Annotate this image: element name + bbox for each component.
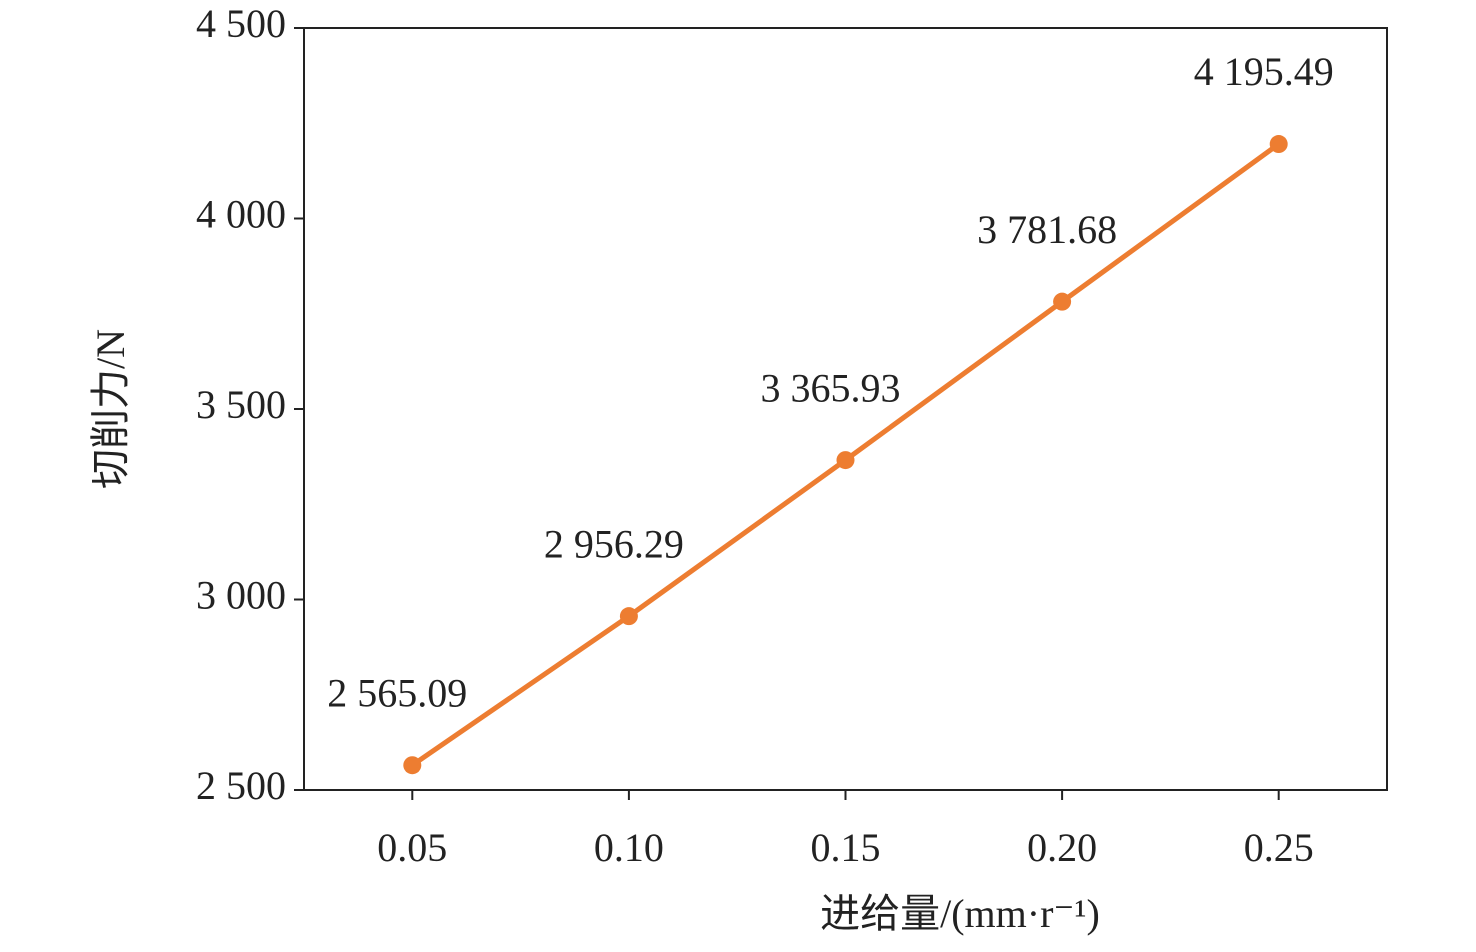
data-label: 2 956.29 (544, 521, 684, 566)
data-point (1269, 135, 1288, 154)
data-point (403, 756, 422, 775)
x-tick-label: 0.10 (594, 825, 664, 870)
data-label: 2 565.09 (327, 670, 467, 715)
data-label: 3 365.93 (761, 365, 901, 410)
y-tick-label: 4 500 (196, 1, 286, 46)
data-label: 4 195.49 (1194, 49, 1334, 94)
x-tick-label: 0.25 (1244, 825, 1314, 870)
data-point (836, 451, 855, 470)
x-tick-label: 0.05 (377, 825, 447, 870)
data-point (619, 607, 638, 626)
x-tick-label: 0.15 (811, 825, 881, 870)
x-axis-label: 进给量/(mm·r⁻¹) (820, 891, 1100, 936)
data-point (1053, 292, 1072, 311)
y-tick-label: 3 000 (196, 573, 286, 618)
y-tick-label: 2 500 (196, 763, 286, 808)
y-tick-label: 3 500 (196, 382, 286, 427)
data-label: 3 781.68 (977, 207, 1117, 252)
y-tick-label: 4 000 (196, 192, 286, 237)
x-tick-label: 0.20 (1027, 825, 1097, 870)
y-axis-label: 切削力/N (88, 329, 133, 489)
